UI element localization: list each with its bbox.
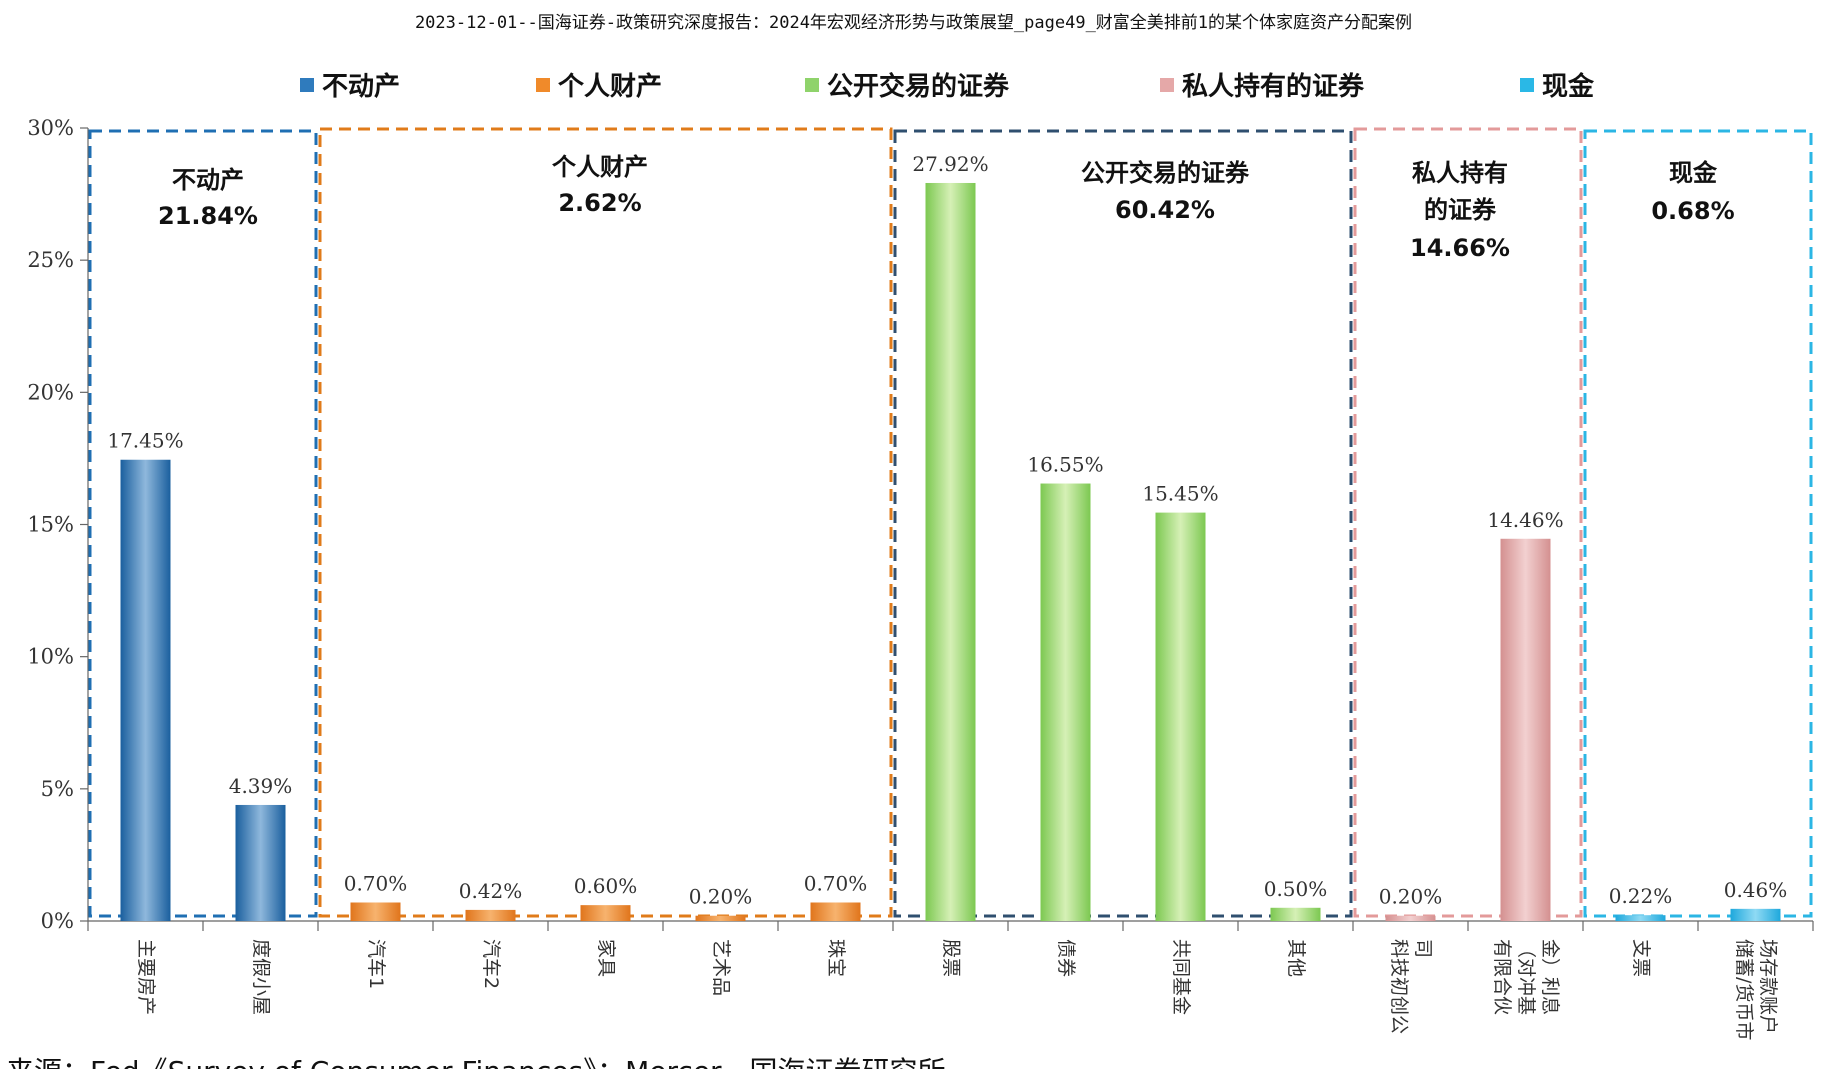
y-tick-label: 25%: [27, 248, 74, 272]
group-label: 21.84%: [158, 202, 258, 230]
group-label: 公开交易的证券: [1081, 159, 1250, 187]
group-label: 的证券: [1424, 196, 1497, 224]
bar: [695, 915, 746, 921]
group-label: 不动产: [172, 166, 244, 194]
legend-item: 不动产: [300, 66, 400, 103]
x-category-label: 家具: [595, 939, 617, 977]
bar: [465, 909, 516, 921]
bar: [1155, 512, 1206, 921]
legend-label: 公开交易的证券: [827, 72, 1010, 102]
x-category-label: 汽车2: [480, 939, 502, 989]
y-tick-label: 30%: [27, 116, 74, 140]
legend-swatch: [805, 77, 819, 92]
bar: [1270, 907, 1321, 921]
y-tick-label: 10%: [27, 645, 74, 669]
bar: [1615, 915, 1666, 921]
data-label: 0.22%: [1609, 884, 1673, 908]
legend-item: 现金: [1520, 66, 1594, 103]
bar: [1040, 483, 1091, 921]
group-label: 0.68%: [1651, 197, 1734, 225]
bar: [1385, 915, 1436, 921]
x-category-label: 场存款账户: [1757, 939, 1779, 1034]
x-category-label: 金）利息: [1539, 939, 1561, 1015]
page-title: 2023-12-01--国海证券-政策研究深度报告：2024年宏观经济形势与政策…: [414, 13, 1413, 33]
x-category-label: 共同基金: [1170, 939, 1192, 1015]
legend-swatch: [1520, 77, 1534, 92]
y-tick-label: 20%: [27, 380, 74, 404]
group-box: [1583, 129, 1813, 918]
x-category-label: 艺术品: [710, 939, 732, 996]
x-category-label: 债券: [1055, 939, 1077, 977]
x-category-label: 储蓄/货币市: [1733, 939, 1755, 1040]
data-label: 4.39%: [229, 774, 293, 798]
x-category-label: （对冲基: [1515, 939, 1537, 1015]
chart-legend: 不动产 个人财产 公开交易的证券 私人持有的证券 现金: [300, 66, 1700, 102]
x-category-label: 汽车1: [365, 939, 387, 989]
y-tick-label: 15%: [27, 513, 74, 537]
x-category-label: 主要房产: [135, 939, 157, 1015]
x-category-label: 珠宝: [825, 939, 847, 977]
legend-label: 个人财产: [558, 72, 663, 102]
bar: [350, 902, 401, 921]
data-label: 27.92%: [912, 152, 988, 176]
data-label: 14.46%: [1487, 508, 1563, 532]
data-label: 0.50%: [1264, 877, 1328, 901]
bar: [580, 905, 631, 921]
data-label: 0.60%: [574, 874, 638, 898]
group-box: [893, 129, 1353, 918]
bar: [1500, 538, 1551, 921]
group-label: 个人财产: [552, 153, 648, 181]
legend-item: 个人财产: [536, 66, 662, 103]
data-label: 15.45%: [1142, 482, 1218, 506]
group-label: 现金: [1669, 159, 1718, 187]
bar: [120, 459, 171, 921]
y-tick-label: 0%: [41, 909, 74, 933]
data-label: 0.70%: [804, 871, 868, 895]
data-label: 0.46%: [1724, 878, 1788, 902]
legend-item: 公开交易的证券: [805, 66, 1009, 103]
bar: [1730, 908, 1781, 921]
group-label: 14.66%: [1410, 234, 1510, 262]
legend-label: 不动产: [322, 72, 401, 102]
data-label: 17.45%: [107, 429, 183, 453]
legend-swatch: [1160, 77, 1174, 92]
y-tick-label: 5%: [41, 777, 74, 801]
group-box: [318, 127, 893, 918]
group-box: [1353, 127, 1583, 918]
bar: [810, 902, 861, 921]
x-category-label: 其他: [1285, 939, 1307, 977]
legend-item: 私人持有的证券: [1160, 66, 1364, 103]
x-category-label: 股票: [940, 939, 962, 977]
legend-label: 私人持有的证券: [1182, 72, 1365, 102]
data-label: 0.42%: [459, 879, 523, 903]
bar: [925, 182, 976, 922]
group-box: [88, 129, 318, 918]
x-category-label: 度假小屋: [250, 939, 272, 1015]
legend-swatch: [536, 77, 550, 92]
data-label: 16.55%: [1027, 453, 1103, 477]
group-label: 60.42%: [1115, 196, 1215, 224]
group-label: 私人持有: [1412, 159, 1508, 187]
data-label: 0.20%: [1379, 885, 1443, 909]
x-category-label: 科技初创公: [1388, 939, 1410, 1034]
x-category-label: 有限合伙: [1491, 939, 1513, 1015]
data-label: 0.20%: [689, 885, 753, 909]
source-note: 来源：Fed《Survey of Consumer Finances》；Merc…: [6, 1050, 946, 1069]
data-label: 0.70%: [344, 871, 408, 895]
x-category-label: 司: [1412, 939, 1434, 958]
legend-label: 现金: [1542, 72, 1595, 102]
bar: [235, 804, 286, 921]
legend-swatch: [300, 77, 314, 92]
group-label: 2.62%: [558, 189, 641, 217]
x-category-label: 支票: [1630, 939, 1652, 977]
